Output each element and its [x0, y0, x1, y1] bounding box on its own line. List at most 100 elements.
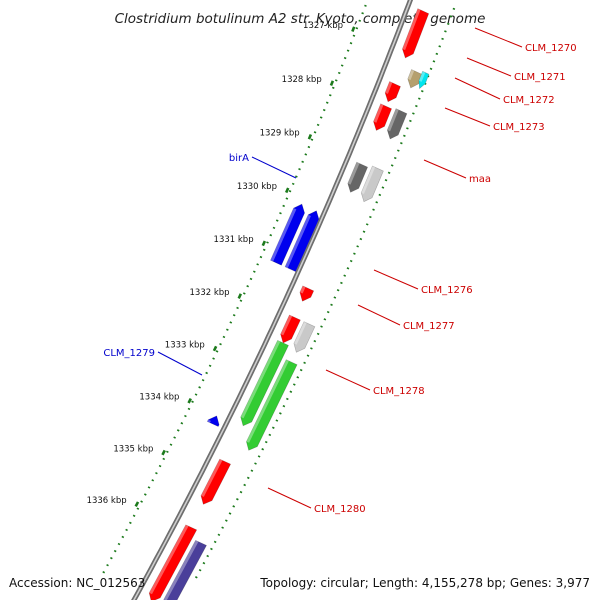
- gene-clm-1276[interactable]: [299, 285, 315, 302]
- outer-guide-dot: [375, 201, 379, 204]
- outer-guide-dot: [446, 22, 450, 26]
- label-leader-line: [357, 304, 401, 326]
- tick-dot: [272, 226, 276, 230]
- gene-clm-1278-b[interactable]: [240, 340, 289, 427]
- gene-highlight: [385, 81, 393, 94]
- label-bira[interactable]: birA: [229, 153, 297, 179]
- gene-clm-1277[interactable]: [293, 321, 316, 353]
- tick-dot: [176, 429, 180, 432]
- tick-mark: [261, 240, 267, 247]
- tick-dot: [256, 263, 259, 266]
- feature-blocks: [148, 8, 430, 600]
- label-clm-1278[interactable]: CLM_1278: [325, 369, 425, 397]
- gene-clm-1272-b[interactable]: [373, 103, 392, 131]
- coordinate-tick-ring: 1327 kbp 1328 kbp 1329 kbp 1330 kbp 1331 kbp…: [87, 4, 456, 579]
- tick-dot: [355, 27, 359, 30]
- tick-dot: [298, 168, 301, 171]
- gene-body: [402, 8, 430, 59]
- gene-clm-1280[interactable]: [200, 458, 232, 505]
- outer-guide-dot: [198, 568, 202, 572]
- label-clm-1270[interactable]: CLM_1270: [474, 27, 577, 54]
- tick-dot: [301, 160, 304, 163]
- gene-clm-1271[interactable]: [418, 70, 430, 90]
- gene-bira[interactable]: [270, 203, 305, 266]
- label-clm-1280[interactable]: CLM_1280: [267, 487, 366, 515]
- gene-body: [373, 103, 392, 131]
- label-clm-1277[interactable]: CLM_1277: [357, 304, 455, 332]
- tick-dot: [313, 131, 317, 134]
- outer-guide-dot: [228, 512, 232, 515]
- tick-dot: [319, 116, 323, 119]
- outer-guide-dot: [359, 237, 363, 241]
- tick-dot: [285, 197, 289, 200]
- tick-dot: [173, 436, 176, 439]
- tick-dot: [262, 248, 266, 251]
- label-text: CLM_1270: [525, 43, 577, 54]
- gene-maa[interactable]: [360, 165, 384, 203]
- tick-dot: [361, 12, 364, 15]
- label-clm-1271[interactable]: CLM_1271: [466, 57, 566, 83]
- outer-guide-dot: [243, 483, 247, 487]
- gene-clm-1273[interactable]: [386, 108, 408, 140]
- outer-guide-dot: [271, 426, 275, 429]
- label-leader-line: [325, 369, 371, 391]
- gene-highlight: [163, 540, 199, 600]
- tick-dot: [121, 535, 125, 539]
- gene-clm-1281[interactable]: [163, 540, 207, 600]
- tick-dot: [316, 123, 320, 127]
- label-text: CLM_1279: [103, 348, 155, 359]
- tick-dot: [140, 500, 143, 503]
- gene-clm-1276-b[interactable]: [280, 314, 301, 344]
- tick-dot: [295, 175, 298, 178]
- gene-highlight: [407, 69, 415, 81]
- outer-guide-dot: [264, 440, 268, 444]
- outer-guide-dot: [387, 171, 391, 174]
- tick-dot: [239, 299, 243, 302]
- gene-clm-1279[interactable]: [206, 415, 220, 427]
- tick-label: 1333 kbp: [165, 340, 205, 350]
- gene-clm-1272[interactable]: [384, 81, 401, 103]
- label-leader-line: [423, 159, 467, 179]
- outer-guide-dot: [306, 354, 310, 357]
- tick-dot: [236, 306, 239, 310]
- tick-dot: [358, 19, 362, 22]
- outer-guide-dot: [429, 67, 433, 70]
- gene-clm-1280-b[interactable]: [148, 524, 198, 600]
- outer-guide-dot: [257, 455, 261, 458]
- tick-mark: [237, 293, 243, 299]
- gene-body: [384, 81, 401, 103]
- outer-guide-dot: [239, 490, 243, 494]
- backbone-highlight: [133, 0, 412, 600]
- tick-dot: [252, 270, 256, 273]
- gene-clm-1273-b[interactable]: [347, 161, 368, 193]
- tick-mark: [161, 449, 166, 456]
- tick-dot: [259, 255, 263, 259]
- tick-label: 1331 kbp: [214, 235, 254, 245]
- outer-guide-dot: [336, 289, 340, 292]
- gene-clm-1278[interactable]: [246, 359, 298, 451]
- tick-dot: [184, 414, 187, 418]
- label-clm-1272[interactable]: CLM_1272: [454, 77, 555, 106]
- gene-highlight: [299, 285, 306, 294]
- gene-bira-b[interactable]: [284, 210, 320, 273]
- outer-guide-dot: [330, 303, 333, 306]
- gene-clm-1270[interactable]: [402, 8, 430, 59]
- outer-guide-dot: [320, 325, 323, 328]
- accession-text: Accession: NC_012563: [9, 576, 145, 590]
- tick-dot: [187, 407, 191, 411]
- tick-mark: [212, 345, 218, 352]
- label-clm-1276[interactable]: CLM_1276: [373, 269, 473, 296]
- genome-summary-text: Topology: circular; Length: 4,155,278 bp…: [259, 576, 590, 590]
- tick-dot: [201, 378, 205, 382]
- outer-guide-dot: [396, 149, 400, 152]
- label-clm-1273[interactable]: CLM_1273: [444, 107, 545, 133]
- gene-highlight: [207, 419, 211, 423]
- label-clm-1279[interactable]: CLM_1279: [103, 348, 203, 376]
- tick-dot: [169, 443, 173, 446]
- outer-guide-dot: [349, 259, 353, 263]
- tick-label: 1336 kbp: [87, 496, 127, 506]
- tick-label: 1328 kbp: [282, 75, 322, 85]
- label-maa[interactable]: maa: [423, 159, 491, 185]
- gene-body: [347, 161, 368, 193]
- tick-dot: [155, 471, 158, 475]
